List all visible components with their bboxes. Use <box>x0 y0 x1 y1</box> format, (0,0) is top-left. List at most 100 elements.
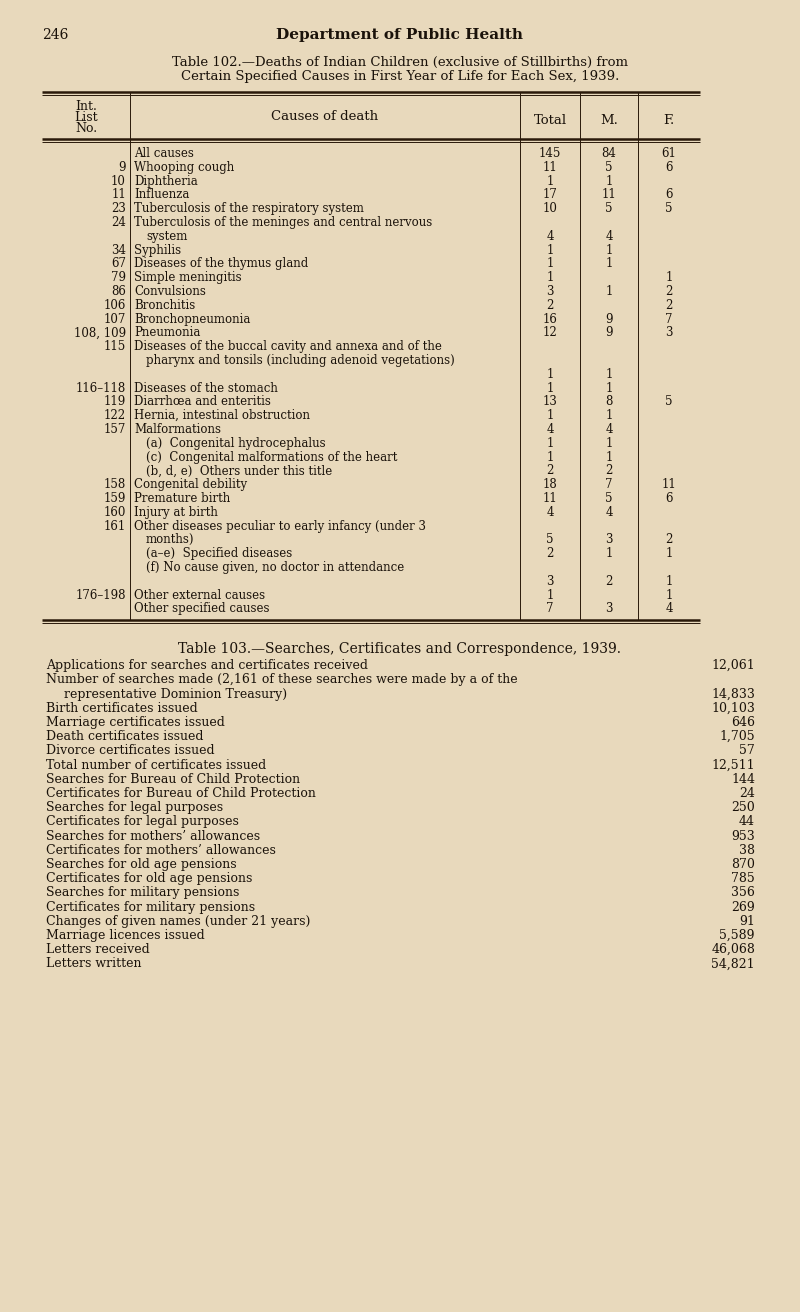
Text: 1,705: 1,705 <box>719 731 755 743</box>
Text: 161: 161 <box>104 520 126 533</box>
Text: 115: 115 <box>104 340 126 353</box>
Text: 2: 2 <box>606 464 613 478</box>
Text: 1: 1 <box>606 367 613 380</box>
Text: Certificates for Bureau of Child Protection: Certificates for Bureau of Child Protect… <box>46 787 316 800</box>
Text: 10: 10 <box>111 174 126 188</box>
Text: 108, 109: 108, 109 <box>74 327 126 340</box>
Text: 785: 785 <box>731 872 755 886</box>
Text: 1: 1 <box>546 409 554 422</box>
Text: 2: 2 <box>546 547 554 560</box>
Text: All causes: All causes <box>134 147 194 160</box>
Text: 44: 44 <box>739 815 755 828</box>
Text: 11: 11 <box>662 478 676 491</box>
Text: (b, d, e)  Others under this title: (b, d, e) Others under this title <box>146 464 332 478</box>
Text: 16: 16 <box>542 312 558 325</box>
Text: 7: 7 <box>546 602 554 615</box>
Text: No.: No. <box>75 122 97 135</box>
Text: 1: 1 <box>606 547 613 560</box>
Text: 67: 67 <box>111 257 126 270</box>
Text: 9: 9 <box>606 312 613 325</box>
Text: 6: 6 <box>666 189 673 202</box>
Text: 160: 160 <box>104 506 126 518</box>
Text: 122: 122 <box>104 409 126 422</box>
Text: Certificates for military pensions: Certificates for military pensions <box>46 900 255 913</box>
Text: 2: 2 <box>546 299 554 312</box>
Text: Simple meningitis: Simple meningitis <box>134 272 242 285</box>
Text: 1: 1 <box>546 382 554 395</box>
Text: 1: 1 <box>666 547 673 560</box>
Text: 1: 1 <box>606 409 613 422</box>
Text: Malformations: Malformations <box>134 422 221 436</box>
Text: 5: 5 <box>606 492 613 505</box>
Text: 12: 12 <box>542 327 558 340</box>
Text: 2: 2 <box>666 534 673 546</box>
Text: 2: 2 <box>546 464 554 478</box>
Text: 953: 953 <box>731 829 755 842</box>
Text: 3: 3 <box>606 534 613 546</box>
Text: 86: 86 <box>111 285 126 298</box>
Text: 91: 91 <box>739 914 755 928</box>
Text: Total: Total <box>534 114 566 127</box>
Text: 1: 1 <box>546 589 554 602</box>
Text: 144: 144 <box>731 773 755 786</box>
Text: 1: 1 <box>666 589 673 602</box>
Text: 356: 356 <box>731 887 755 900</box>
Text: 23: 23 <box>111 202 126 215</box>
Text: months): months) <box>146 534 194 546</box>
Text: 1: 1 <box>606 174 613 188</box>
Text: 9: 9 <box>118 161 126 173</box>
Text: 116–118: 116–118 <box>76 382 126 395</box>
Text: 106: 106 <box>104 299 126 312</box>
Text: (c)  Congenital malformations of the heart: (c) Congenital malformations of the hear… <box>146 450 398 463</box>
Text: 54,821: 54,821 <box>711 958 755 971</box>
Text: Searches for Bureau of Child Protection: Searches for Bureau of Child Protection <box>46 773 300 786</box>
Text: 57: 57 <box>739 744 755 757</box>
Text: 46,068: 46,068 <box>711 943 755 956</box>
Text: 84: 84 <box>602 147 617 160</box>
Text: Premature birth: Premature birth <box>134 492 230 505</box>
Text: Searches for mothers’ allowances: Searches for mothers’ allowances <box>46 829 260 842</box>
Text: Changes of given names (under 21 years): Changes of given names (under 21 years) <box>46 914 310 928</box>
Text: Other specified causes: Other specified causes <box>134 602 270 615</box>
Text: Marriage certificates issued: Marriage certificates issued <box>46 716 225 729</box>
Text: pharynx and tonsils (including adenoid vegetations): pharynx and tonsils (including adenoid v… <box>146 354 454 367</box>
Text: 107: 107 <box>104 312 126 325</box>
Text: 7: 7 <box>606 478 613 491</box>
Text: 870: 870 <box>731 858 755 871</box>
Text: 269: 269 <box>731 900 755 913</box>
Text: 11: 11 <box>111 189 126 202</box>
Text: 159: 159 <box>104 492 126 505</box>
Text: M.: M. <box>600 114 618 127</box>
Text: 24: 24 <box>111 216 126 230</box>
Text: 1: 1 <box>546 272 554 285</box>
Text: 119: 119 <box>104 395 126 408</box>
Text: 5: 5 <box>666 202 673 215</box>
Text: 2: 2 <box>606 575 613 588</box>
Text: Searches for military pensions: Searches for military pensions <box>46 887 239 900</box>
Text: 4: 4 <box>546 230 554 243</box>
Text: 1: 1 <box>546 450 554 463</box>
Text: 158: 158 <box>104 478 126 491</box>
Text: 1: 1 <box>606 382 613 395</box>
Text: Causes of death: Causes of death <box>271 110 378 123</box>
Text: 13: 13 <box>542 395 558 408</box>
Text: 246: 246 <box>42 28 68 42</box>
Text: 1: 1 <box>546 437 554 450</box>
Text: Diseases of the stomach: Diseases of the stomach <box>134 382 278 395</box>
Text: Diseases of the buccal cavity and annexa and of the: Diseases of the buccal cavity and annexa… <box>134 340 442 353</box>
Text: 1: 1 <box>546 174 554 188</box>
Text: 11: 11 <box>542 161 558 173</box>
Text: 12,061: 12,061 <box>711 659 755 672</box>
Text: 1: 1 <box>606 285 613 298</box>
Text: Diseases of the thymus gland: Diseases of the thymus gland <box>134 257 308 270</box>
Text: 5,589: 5,589 <box>719 929 755 942</box>
Text: 14,833: 14,833 <box>711 687 755 701</box>
Text: Certificates for mothers’ allowances: Certificates for mothers’ allowances <box>46 844 276 857</box>
Text: Death certificates issued: Death certificates issued <box>46 731 203 743</box>
Text: Letters written: Letters written <box>46 958 142 971</box>
Text: 4: 4 <box>546 506 554 518</box>
Text: Influenza: Influenza <box>134 189 190 202</box>
Text: Hernia, intestinal obstruction: Hernia, intestinal obstruction <box>134 409 310 422</box>
Text: Certificates for legal purposes: Certificates for legal purposes <box>46 815 239 828</box>
Text: 1: 1 <box>666 272 673 285</box>
